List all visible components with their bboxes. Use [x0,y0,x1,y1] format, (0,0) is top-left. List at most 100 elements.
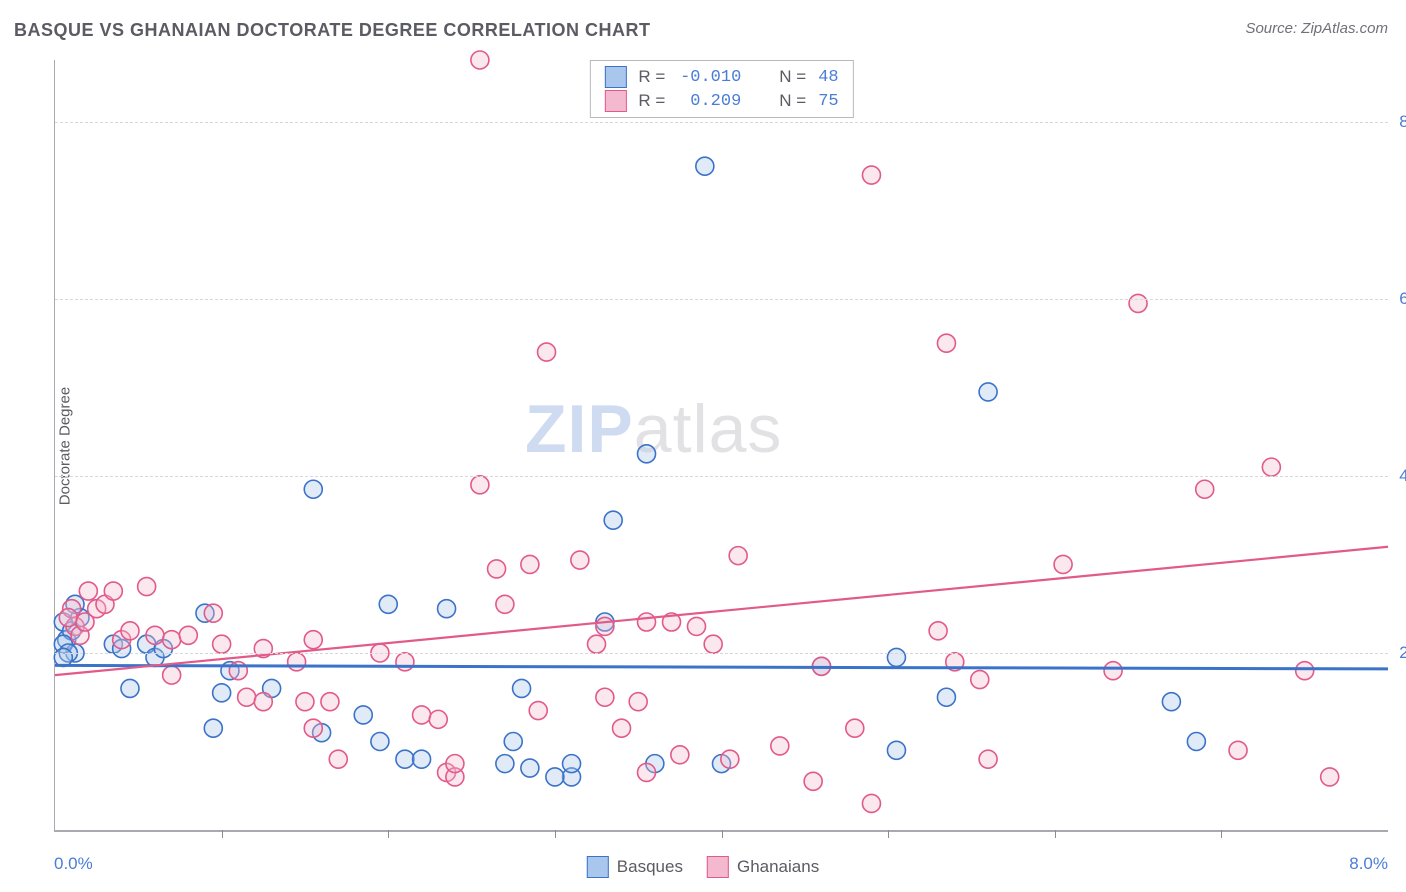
legend-series-name: Ghanaians [737,857,819,877]
data-point [1129,294,1147,312]
data-point [596,617,614,635]
data-point [804,772,822,790]
x-tick [388,830,389,838]
legend-top: R =-0.010N =48R =0.209N =75 [589,60,853,118]
trend-line [55,547,1388,675]
source-label: Source: ZipAtlas.com [1245,20,1388,37]
legend-n-value: 48 [812,65,844,89]
data-point [238,688,256,706]
legend-swatch [604,90,626,112]
y-tick-label: 8.0% [1392,112,1406,132]
data-point [379,595,397,613]
data-point [671,746,689,764]
data-point [887,648,905,666]
data-point [521,759,539,777]
data-point [413,750,431,768]
data-point [704,635,722,653]
data-point [971,671,989,689]
y-tick-label: 6.0% [1392,289,1406,309]
data-point [413,706,431,724]
data-point [937,334,955,352]
data-point [213,684,231,702]
legend-n-value: 75 [812,89,844,113]
data-point [563,755,581,773]
data-point [163,666,181,684]
legend-r-label: R = [632,65,671,89]
y-tick-label: 2.0% [1392,643,1406,663]
data-point [1229,741,1247,759]
data-point [604,511,622,529]
plot-area: ZIPatlas R =-0.010N =48R =0.209N =75 2.0… [54,60,1388,832]
data-point [304,480,322,498]
data-point [179,626,197,644]
data-point [146,626,164,644]
data-point [204,604,222,622]
plot-svg [55,60,1388,830]
data-point [163,631,181,649]
x-tick [555,830,556,838]
data-point [1296,662,1314,680]
data-point [304,719,322,737]
data-point [588,635,606,653]
data-point [1196,480,1214,498]
data-point [638,763,656,781]
data-point [104,582,122,600]
data-point [613,719,631,737]
data-point [571,551,589,569]
data-point [329,750,347,768]
data-point [696,157,714,175]
data-point [721,750,739,768]
data-point [371,732,389,750]
data-point [979,383,997,401]
data-point [138,578,156,596]
data-point [862,794,880,812]
data-point [1187,732,1205,750]
data-point [121,622,139,640]
data-point [729,547,747,565]
data-point [504,732,522,750]
data-point [76,613,94,631]
x-tick [888,830,889,838]
data-point [79,582,97,600]
x-tick [722,830,723,838]
x-tick [1055,830,1056,838]
data-point [1104,662,1122,680]
x-tick [1221,830,1222,838]
data-point [1054,555,1072,573]
x-tick [222,830,223,838]
data-point [979,750,997,768]
chart-title: BASQUE VS GHANAIAN DOCTORATE DEGREE CORR… [14,20,651,41]
data-point [496,755,514,773]
data-point [396,653,414,671]
data-point [546,768,564,786]
data-point [846,719,864,737]
data-point [471,51,489,69]
data-point [54,648,72,666]
data-point [1321,768,1339,786]
data-point [538,343,556,361]
grid-line [55,122,1388,123]
data-point [771,737,789,755]
legend-r-label: R = [632,89,671,113]
legend-series-name: Basques [617,857,683,877]
legend-r-value: -0.010 [671,65,747,89]
data-point [862,166,880,184]
legend-bottom: Basques Ghanaians [587,856,819,878]
data-point [446,755,464,773]
data-point [638,613,656,631]
data-point [529,702,547,720]
grid-line [55,299,1388,300]
data-point [213,635,231,653]
data-point [288,653,306,671]
x-axis-max-label: 8.0% [1349,854,1388,874]
data-point [254,693,272,711]
grid-line [55,653,1388,654]
legend-n-label: N = [773,65,812,89]
data-point [513,679,531,697]
data-point [121,679,139,697]
data-point [596,688,614,706]
data-point [321,693,339,711]
legend-top-row: R =-0.010 N =48 [598,65,844,89]
legend-n-label: N = [773,89,812,113]
data-point [488,560,506,578]
